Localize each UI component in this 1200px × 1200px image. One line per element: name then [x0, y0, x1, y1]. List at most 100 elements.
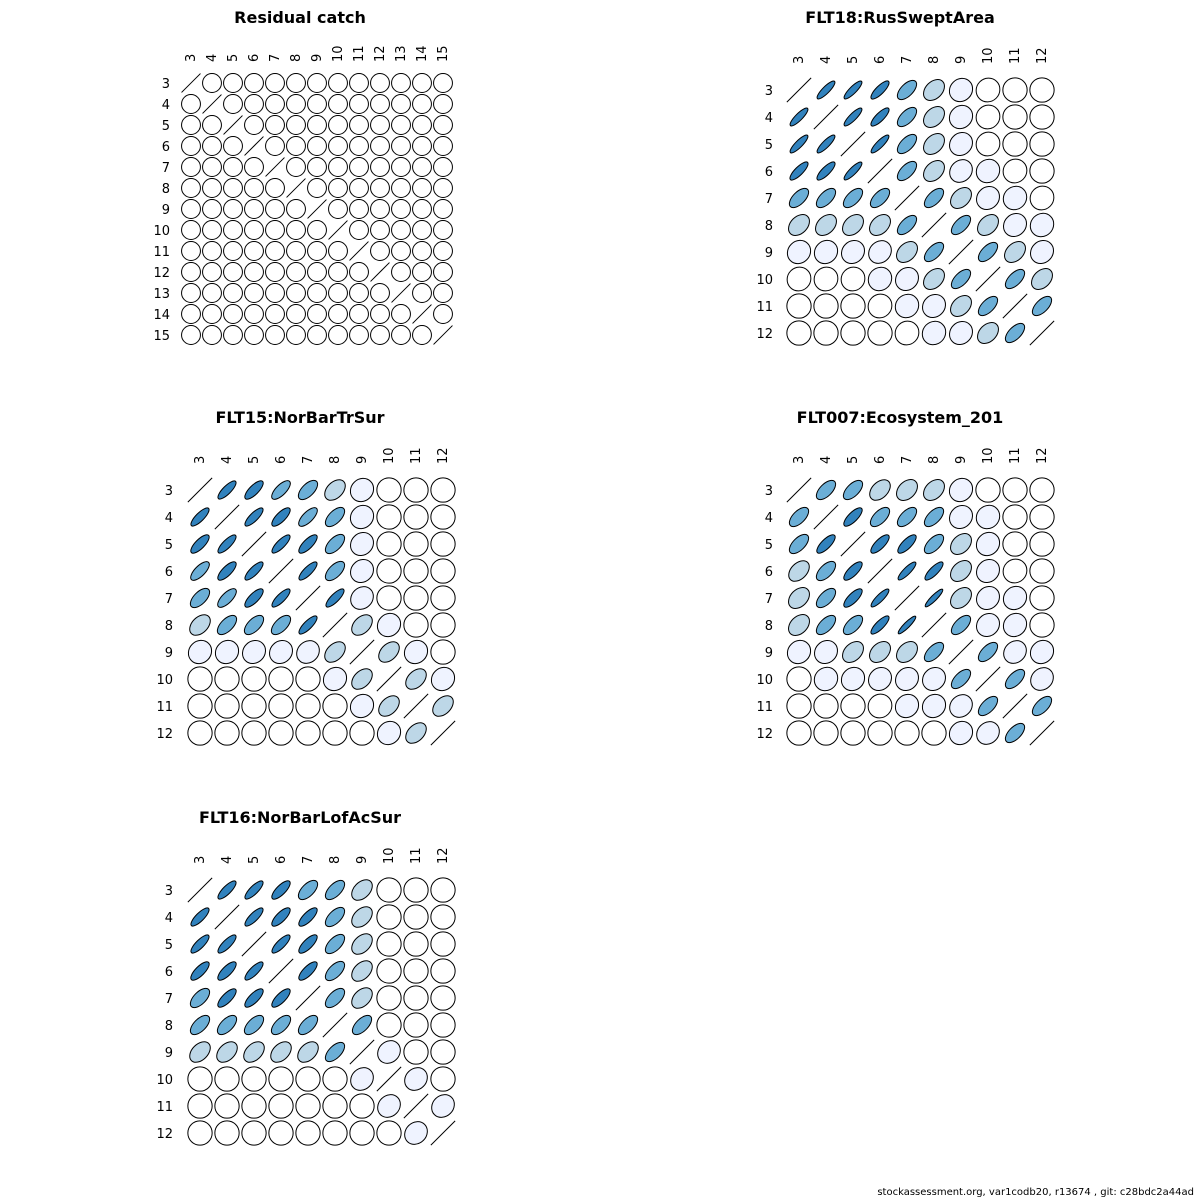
column-tick-label: 6	[873, 56, 888, 64]
row-tick-label: 9	[162, 203, 170, 218]
correlation-ellipse	[322, 1066, 348, 1092]
correlation-ellipse	[298, 615, 318, 635]
correlation-ellipse	[307, 73, 327, 93]
correlation-ellipse	[813, 266, 839, 292]
correlation-ellipse	[307, 157, 327, 177]
correlation-ellipse	[1029, 639, 1055, 665]
correlation-ellipse	[286, 241, 306, 261]
correlation-ellipse	[433, 199, 453, 219]
correlation-ellipse	[949, 694, 973, 718]
correlation-ellipse	[403, 1012, 429, 1038]
diagonal-cell	[349, 1039, 375, 1065]
correlation-ellipse	[351, 933, 373, 955]
diagonal-cell	[1002, 693, 1028, 719]
correlation-ellipse	[975, 531, 1001, 557]
correlation-ellipse	[786, 693, 812, 719]
correlation-ellipse	[328, 283, 348, 303]
correlation-ellipse	[867, 720, 893, 746]
correlation-ellipse	[431, 1094, 455, 1118]
correlation-ellipse	[241, 1120, 267, 1146]
correlation-ellipse	[433, 304, 453, 324]
column-tick-label: 7	[301, 856, 316, 864]
correlation-ellipse	[430, 666, 456, 692]
correlation-ellipse	[187, 666, 213, 692]
correlation-ellipse	[190, 534, 210, 554]
diagonal-cell	[867, 558, 893, 584]
correlation-ellipse	[814, 640, 838, 664]
correlation-ellipse	[412, 220, 432, 240]
diagonal-cell	[948, 239, 974, 265]
correlation-ellipse	[1029, 158, 1055, 184]
panel-title: FLT18:RusSweptArea	[805, 8, 994, 27]
diagonal-cell	[349, 241, 369, 261]
diagonal-cell	[322, 1012, 348, 1038]
correlation-ellipse	[349, 178, 369, 198]
correlation-ellipse	[271, 988, 291, 1008]
correlation-ellipse	[223, 157, 243, 177]
row-tick-label: 11	[156, 700, 173, 715]
correlation-ellipse	[271, 880, 291, 900]
correlation-ellipse	[268, 666, 294, 692]
correlation-ellipse	[412, 94, 432, 114]
correlation-ellipse	[370, 94, 390, 114]
correlation-ellipse	[867, 693, 893, 719]
correlation-ellipse	[1029, 104, 1055, 130]
correlation-ellipse	[286, 94, 306, 114]
correlation-ellipse	[840, 320, 866, 346]
correlation-ellipse	[349, 304, 369, 324]
row-tick-label: 9	[165, 1046, 173, 1061]
correlation-ellipse	[328, 241, 348, 261]
correlation-ellipse	[869, 641, 891, 663]
correlation-ellipse	[1029, 531, 1055, 557]
correlation-ellipse	[325, 588, 345, 608]
diagonal-cell	[948, 639, 974, 665]
correlation-ellipse	[265, 178, 285, 198]
row-tick-label: 6	[162, 140, 170, 155]
correlation-ellipse	[1002, 104, 1028, 130]
row-tick-label: 5	[165, 538, 173, 553]
correlation-ellipse	[223, 136, 243, 156]
correlation-ellipse	[297, 479, 319, 501]
correlation-ellipse	[351, 614, 373, 636]
correlation-ellipse	[202, 115, 222, 135]
correlation-ellipse	[322, 693, 348, 719]
correlation-ellipse	[976, 186, 1000, 210]
correlation-ellipse	[948, 720, 974, 746]
correlation-ellipse	[896, 214, 918, 236]
correlation-ellipse	[842, 479, 864, 501]
correlation-ellipse	[786, 720, 812, 746]
correlation-ellipse	[307, 283, 327, 303]
correlation-ellipse	[295, 720, 321, 746]
correlation-ellipse	[895, 267, 919, 291]
correlation-ellipse	[816, 80, 836, 100]
correlation-ellipse	[376, 585, 402, 611]
column-tick-label: 11	[352, 45, 367, 62]
correlation-ellipse	[975, 104, 1001, 130]
correlation-ellipse	[376, 1120, 402, 1146]
correlation-ellipse	[324, 641, 346, 663]
correlation-ellipse	[813, 293, 839, 319]
correlation-ellipse	[243, 1014, 265, 1036]
correlation-ellipse	[950, 268, 972, 290]
correlation-ellipse	[1029, 504, 1055, 530]
correlation-ellipse	[975, 131, 1001, 157]
correlation-ellipse	[923, 160, 945, 182]
correlation-ellipse	[370, 220, 390, 240]
correlation-ellipse	[350, 586, 374, 610]
row-tick-label: 4	[765, 111, 773, 126]
correlation-ellipse	[214, 639, 240, 665]
correlation-ellipse	[896, 506, 918, 528]
diagonal-cell	[268, 558, 294, 584]
correlation-ellipse	[297, 1014, 319, 1036]
column-tick-label: 6	[247, 54, 262, 62]
column-tick-label: 7	[900, 456, 915, 464]
correlation-ellipse	[391, 325, 411, 345]
correlation-ellipse	[298, 961, 318, 981]
row-tick-label: 11	[756, 700, 773, 715]
row-tick-label: 7	[165, 992, 173, 1007]
correlation-ellipse	[187, 720, 213, 746]
correlation-ellipse	[922, 294, 946, 318]
correlation-ellipse	[950, 187, 972, 209]
correlation-ellipse	[376, 958, 402, 984]
row-tick-label: 6	[765, 565, 773, 580]
